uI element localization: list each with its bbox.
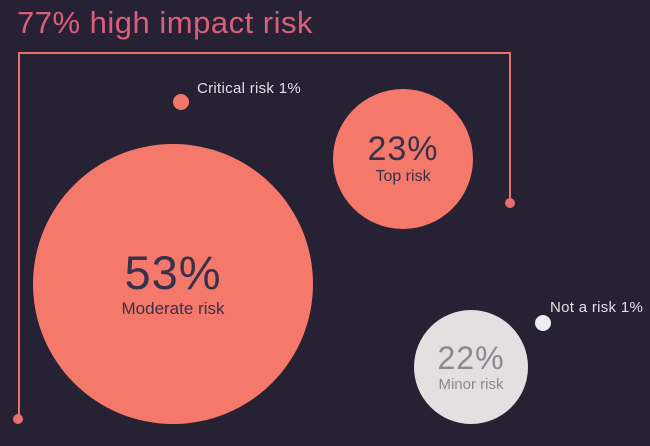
bubble-moderate-risk-label: Moderate risk — [121, 299, 225, 318]
bubble-minor-risk-value: 22% — [437, 339, 505, 376]
bubble-top-risk-value: 23% — [367, 130, 439, 168]
bubble-minor-risk-label: Minor risk — [438, 375, 504, 393]
bubble-minor-risk: 22% Minor risk — [414, 310, 528, 424]
bubble-not-a-risk-label: Not a risk 1% — [550, 299, 644, 316]
group-bracket-left-line — [18, 52, 20, 415]
chart-title: 77% high impact risk — [17, 5, 314, 40]
group-bracket-right-endpoint-dot — [505, 198, 515, 208]
bubble-top-risk-label: Top risk — [375, 168, 431, 185]
bubble-top-risk: 23% Top risk — [333, 89, 473, 229]
bubble-moderate-risk: 53% Moderate risk — [33, 144, 313, 424]
bubble-critical-risk-dot — [173, 94, 189, 110]
group-bracket-top-line — [18, 52, 511, 54]
bubble-critical-risk-label: Critical risk 1% — [197, 80, 301, 97]
bubble-not-a-risk-dot — [535, 315, 551, 331]
group-bracket-right-line — [509, 52, 511, 199]
group-bracket-left-endpoint-dot — [13, 414, 23, 424]
bubble-moderate-risk-value: 53% — [124, 246, 222, 299]
